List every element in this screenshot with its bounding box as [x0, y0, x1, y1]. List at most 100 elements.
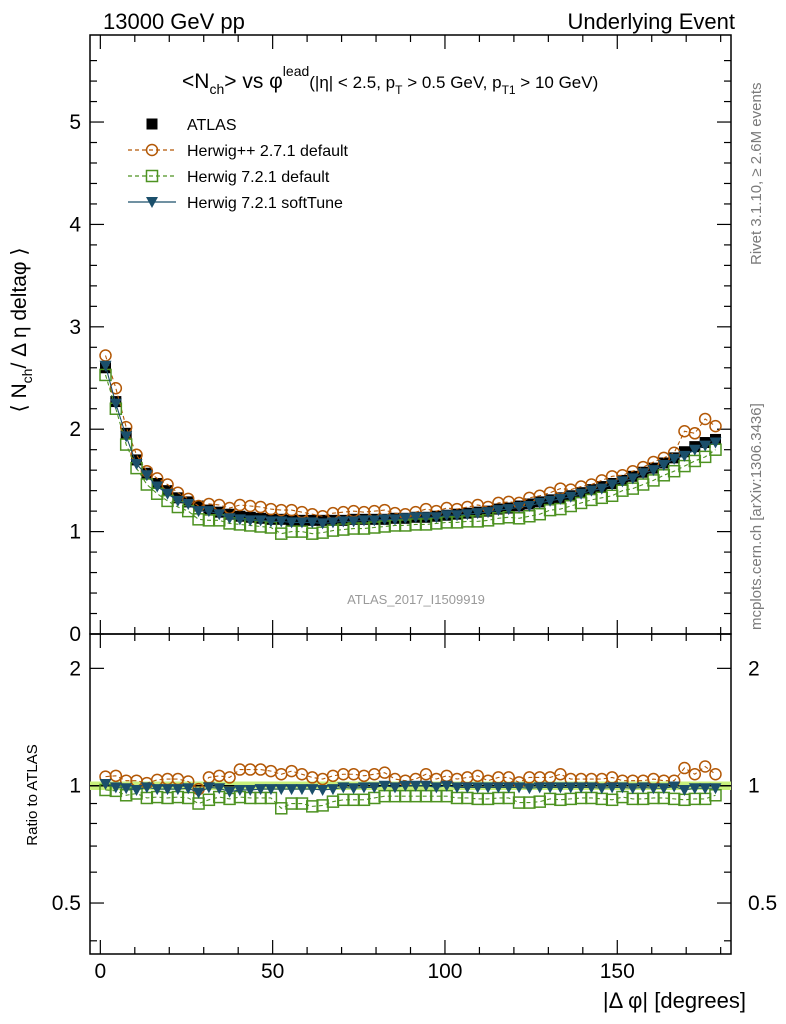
data-point — [295, 784, 308, 796]
data-point — [709, 419, 722, 433]
data-point — [699, 783, 712, 795]
legend-entry: Herwig++ 2.7.1 default — [128, 143, 349, 160]
ratio-series-herwig-7-2-1-softtune — [99, 779, 722, 799]
legend: ATLAS Herwig++ 2.7.1 default Herwig 7.2.1 … — [128, 117, 349, 212]
data-point — [637, 782, 650, 794]
y-tick-label-ratio-right: 1 — [748, 775, 760, 798]
series-line — [104, 355, 716, 517]
data-point — [606, 782, 619, 794]
data-point — [182, 498, 195, 510]
data-point — [451, 782, 464, 794]
data-point — [699, 440, 712, 452]
data-point — [192, 787, 205, 799]
data-point — [378, 780, 391, 792]
data-point — [254, 515, 267, 527]
legend-entry: ATLAS — [146, 117, 237, 134]
ratio-series-group — [99, 760, 722, 815]
data-point — [213, 783, 226, 795]
data-point — [326, 517, 339, 529]
data-point — [564, 782, 577, 794]
header-right: Underlying Event — [567, 9, 735, 34]
data-point — [688, 454, 702, 468]
data-point — [419, 767, 433, 781]
data-point — [233, 784, 246, 796]
data-point — [120, 783, 133, 795]
y-tick-label-main: 4 — [69, 213, 81, 236]
data-point — [295, 517, 308, 529]
data-point — [161, 488, 174, 500]
legend-marker — [145, 169, 159, 183]
data-point — [492, 505, 505, 517]
y-tick-label-ratio-right: 0.5 — [748, 892, 777, 915]
axis-ticks: 0 50 100 150 0 1 2 3 4 5 0.5 1 2 0.5 1 2 — [52, 35, 777, 983]
data-point — [275, 516, 288, 528]
data-point — [513, 502, 526, 514]
data-point — [616, 782, 629, 794]
y-tick-label-ratio-left: 1 — [69, 775, 81, 798]
mcplots-label: mcplots.cern.ch [arXiv:1306.3436] — [748, 403, 765, 630]
data-point — [130, 784, 143, 796]
data-point — [668, 781, 681, 793]
data-point — [575, 782, 588, 794]
data-point — [347, 783, 360, 795]
data-point — [440, 780, 453, 792]
rivet-label: Rivet 3.1.10, ≥ 2.6M events — [748, 83, 765, 266]
legend-marker — [146, 197, 158, 208]
data-point — [554, 767, 567, 781]
data-point — [326, 769, 340, 783]
data-point — [523, 501, 536, 513]
legend-marker — [146, 118, 158, 130]
data-point — [688, 427, 702, 440]
y-tick-label-main: 2 — [69, 418, 81, 441]
data-point — [605, 489, 619, 503]
data-point — [471, 782, 484, 794]
data-point — [461, 771, 474, 784]
data-point — [171, 495, 184, 507]
data-point — [616, 476, 629, 488]
x-axis-label: |Δ φ| [degrees] — [603, 988, 746, 1013]
data-point — [213, 509, 226, 521]
data-point — [420, 512, 433, 524]
data-point — [306, 517, 319, 529]
data-point — [564, 491, 577, 503]
data-point — [492, 782, 505, 794]
data-point — [388, 782, 401, 794]
data-point — [523, 783, 536, 795]
data-point — [244, 515, 257, 527]
data-point — [678, 450, 691, 462]
data-point — [337, 782, 350, 794]
data-point — [368, 782, 381, 794]
data-point — [451, 510, 464, 522]
data-point — [233, 514, 246, 526]
data-point — [533, 497, 546, 509]
data-point — [192, 506, 205, 518]
data-point — [378, 514, 391, 526]
data-point — [440, 769, 453, 783]
data-point — [202, 782, 215, 794]
x-tick-label: 150 — [600, 960, 635, 983]
data-point — [482, 782, 495, 794]
data-point — [285, 517, 298, 529]
data-point — [368, 515, 381, 527]
y-tick-label-ratio-right: 2 — [748, 657, 760, 680]
legend-label: Herwig 7.2.1 default — [187, 169, 330, 186]
y-tick-label-main: 5 — [69, 111, 81, 134]
data-point — [554, 493, 567, 505]
data-point — [202, 506, 215, 518]
data-point — [688, 444, 701, 456]
data-point — [388, 514, 401, 526]
main-series-herwig-7-2-1-softtune — [99, 360, 722, 530]
main-series-group — [99, 349, 722, 540]
data-point — [151, 481, 164, 493]
x-tick-label: 0 — [94, 960, 106, 983]
data-point — [461, 509, 474, 521]
data-point — [585, 782, 598, 794]
data-point — [264, 516, 277, 528]
data-point — [513, 782, 526, 794]
data-point — [109, 382, 123, 395]
data-point — [109, 769, 123, 783]
data-point — [109, 782, 122, 794]
data-point — [637, 468, 650, 480]
data-point — [657, 469, 671, 482]
